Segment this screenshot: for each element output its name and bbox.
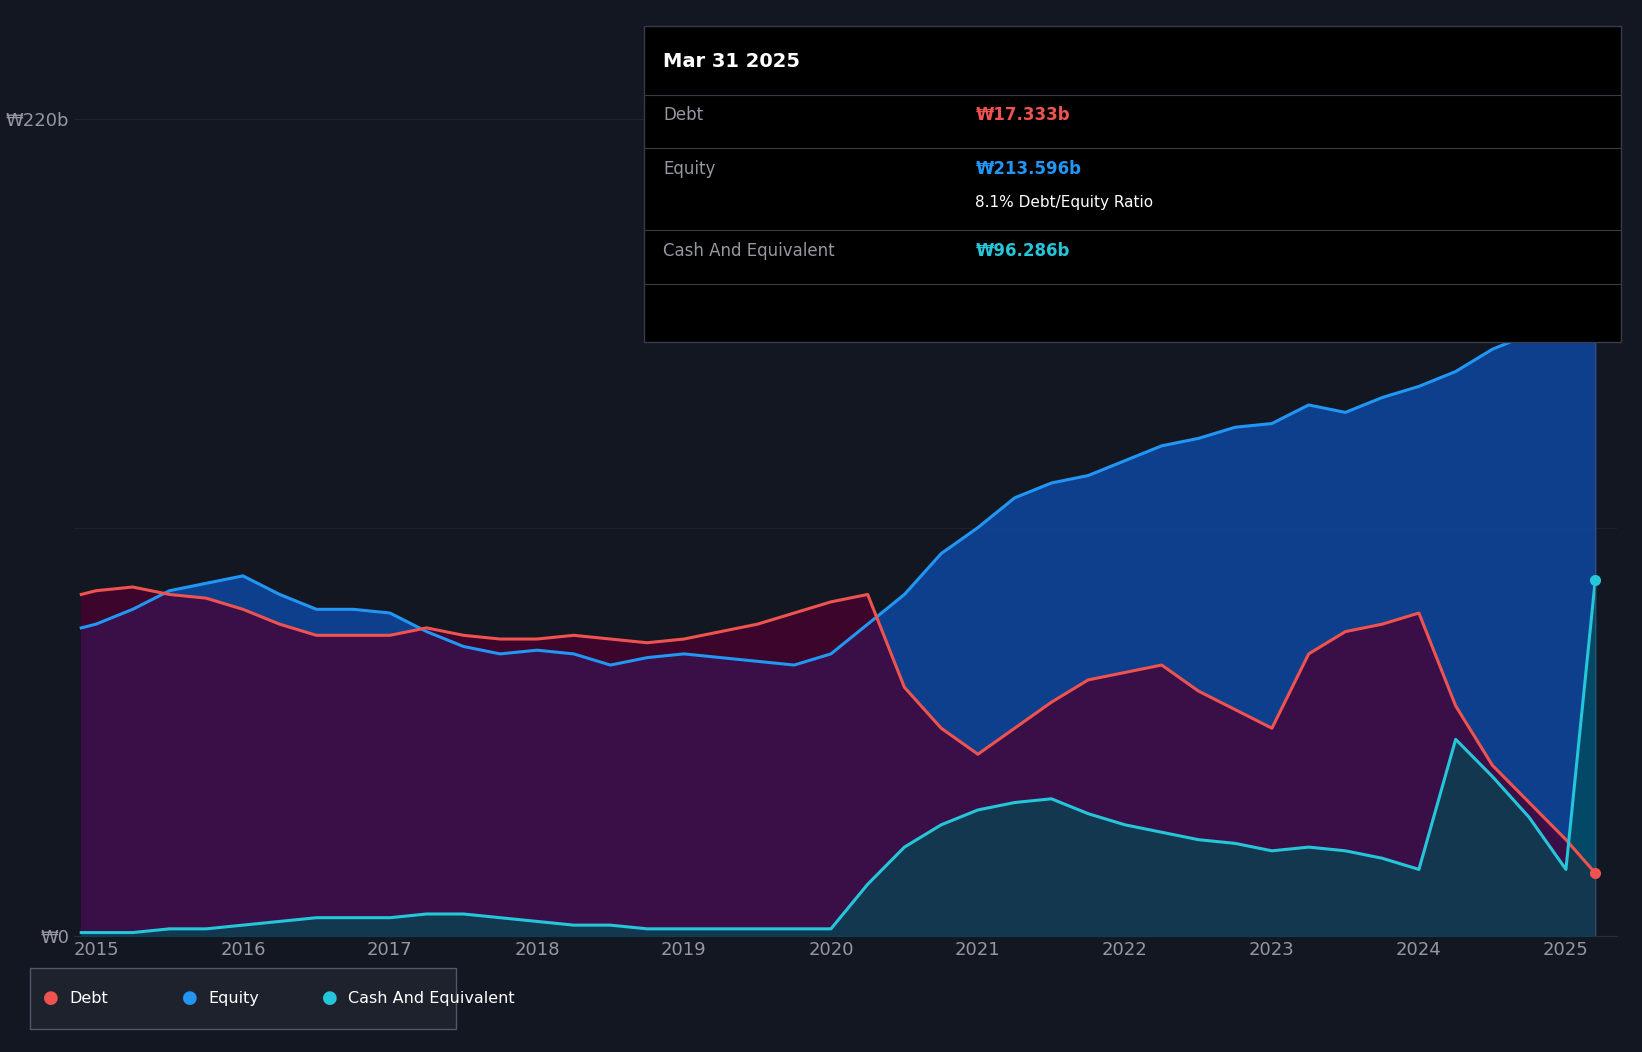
Text: Equity: Equity [663, 160, 716, 178]
Text: ₩17.333b: ₩17.333b [975, 106, 1071, 124]
Text: ₩213.596b: ₩213.596b [975, 160, 1082, 178]
Text: ●: ● [43, 989, 59, 1008]
Text: Debt: Debt [69, 991, 108, 1006]
Text: 8.1% Debt/Equity Ratio: 8.1% Debt/Equity Ratio [975, 195, 1153, 209]
Text: ₩96.286b: ₩96.286b [975, 242, 1069, 260]
Text: Cash And Equivalent: Cash And Equivalent [348, 991, 514, 1006]
Text: Mar 31 2025: Mar 31 2025 [663, 52, 800, 70]
Text: ●: ● [182, 989, 199, 1008]
Text: Cash And Equivalent: Cash And Equivalent [663, 242, 836, 260]
Text: Equity: Equity [209, 991, 259, 1006]
Text: ●: ● [322, 989, 338, 1008]
Text: Debt: Debt [663, 106, 703, 124]
